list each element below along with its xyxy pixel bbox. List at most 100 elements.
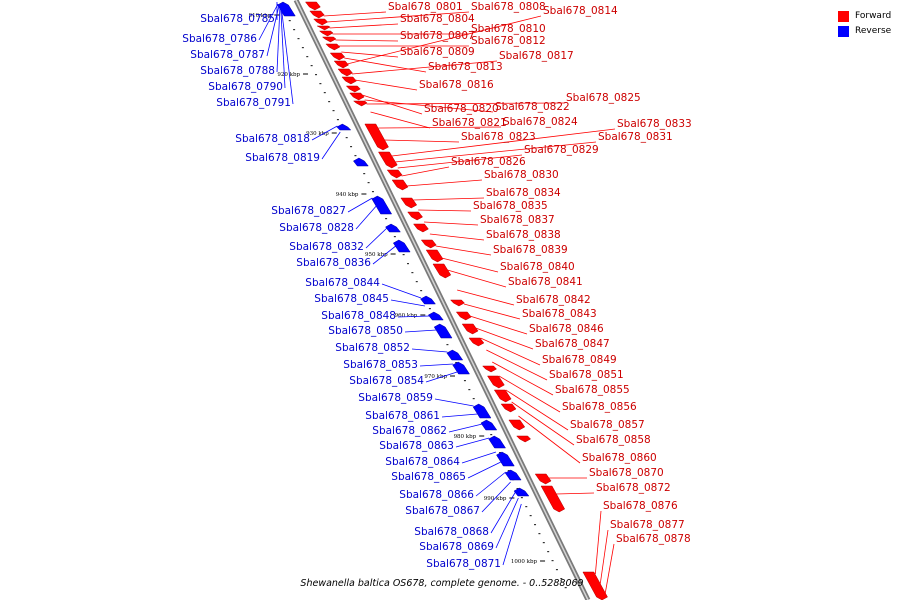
reverse-gene-label: Sbal678_0827 [271,205,346,217]
intergenic-dot [319,83,322,85]
intergenic-dot [345,137,348,139]
reverse-gene-label: Sbal678_0868 [414,526,489,538]
reverse-gene-label: Sbal678_0844 [305,277,380,289]
reverse-gene [420,295,436,305]
legend-forward: Forward [838,9,891,24]
leader-line [418,209,472,212]
tick-label: 960 kbp [395,313,418,319]
forward-gene-label: Sbal678_0816 [419,79,494,91]
leader-line [355,205,377,230]
tick-label: 920 kbp [277,72,300,78]
reverse-gene-label: Sbal678_0845 [314,293,389,305]
leader-line [406,179,483,187]
leader-line [455,437,490,448]
intergenic-dot [520,497,523,499]
forward-gene [337,68,353,77]
intergenic-dot [507,470,510,472]
intergenic-dot [393,236,396,238]
forward-gene-label: Sbal678_0820 [424,103,499,115]
tick-label: 940 kbp [336,192,359,198]
forward-gene [352,100,368,107]
leader-line [441,257,499,273]
leader-line [394,141,597,163]
forward-gene-label: Sbal678_0860 [582,452,657,464]
leader-line [365,227,388,249]
intergenic-dot [407,263,410,265]
forward-gene-label: Sbal678_0878 [616,533,691,545]
legend-forward-label: Forward [855,11,892,21]
tick-label: 1000 kbp [511,559,538,565]
reverse-gene [433,323,453,339]
forward-gene [378,151,398,169]
leader-line [370,111,431,129]
forward-gene [317,25,331,31]
reverse-gene-label: Sbal678_0871 [426,558,501,570]
leader-line [594,510,602,575]
leader-line [384,139,460,143]
intergenic-dot [525,506,528,508]
forward-gene [400,197,418,209]
forward-gene-label: Sbal678_0872 [596,482,671,494]
leader-line [495,497,519,549]
leader-line [469,315,528,335]
forward-gene-label: Sbal678_0838 [486,229,561,241]
leader-line [481,481,511,513]
forward-gene-label: Sbal678_0846 [529,323,604,335]
reverse-gene-label: Sbal678_0848 [321,310,396,322]
leader-line [475,327,534,350]
tick-label: 930 kbp [306,131,329,137]
intergenic-dot [293,29,296,31]
leader-line [447,269,507,288]
leader-line [378,126,502,129]
leader-line [397,315,430,318]
reverse-gene [480,419,498,431]
intergenic-dot [455,362,458,364]
intergenic-dot [542,542,545,544]
leader-line [323,11,387,17]
leader-line [321,131,341,160]
intergenic-dot [323,92,326,94]
intergenic-dot [402,254,405,256]
tick-label: 910 kbp [249,13,272,19]
intergenic-dot [472,398,475,400]
leader-line [266,5,280,57]
intergenic-dot [529,515,532,517]
forward-gene-label: Sbal678_0825 [566,92,641,104]
forward-gene-label: Sbal678_0870 [589,467,664,479]
intergenic-dot [301,47,304,49]
leader-line [448,423,483,433]
forward-gene-label: Sbal678_0831 [598,131,673,143]
forward-gene-label: Sbal678_0826 [451,156,526,168]
forward-gene [534,473,552,485]
leader-line [490,491,516,534]
reverse-gene-label: Sbal678_0785 [200,13,275,25]
leader-line [362,94,423,115]
reverse-gene [336,123,352,131]
tick-label: 970 kbp [424,374,447,380]
reverse-gene-label: Sbal678_0854 [349,375,424,387]
reverse-gene [496,451,515,467]
reverse-gene [513,487,530,497]
leader-line [480,337,541,366]
intergenic-dot [332,110,335,112]
leader-line [604,543,615,595]
forward-gene-label: Sbal678_0855 [555,384,630,396]
reverse-gene-label: Sbal678_0832 [289,241,364,253]
forward-gene [325,43,341,51]
leader-line [397,154,523,169]
leader-line [326,11,470,23]
leader-line [354,79,418,91]
leader-line [424,221,479,226]
intergenic-dot [411,272,414,274]
legend-reverse-swatch [838,26,849,37]
genome-backbone-highlight [295,0,589,600]
reverse-gene-label: Sbal678_0787 [190,49,265,61]
genome-caption-text: Shewanella baltica OS678, complete genom… [300,578,584,589]
intergenic-dot [564,587,567,589]
reverse-gene [427,311,444,321]
forward-gene [455,311,472,321]
leader-line [505,389,569,431]
forward-gene [461,323,479,335]
forward-gene [333,60,349,69]
